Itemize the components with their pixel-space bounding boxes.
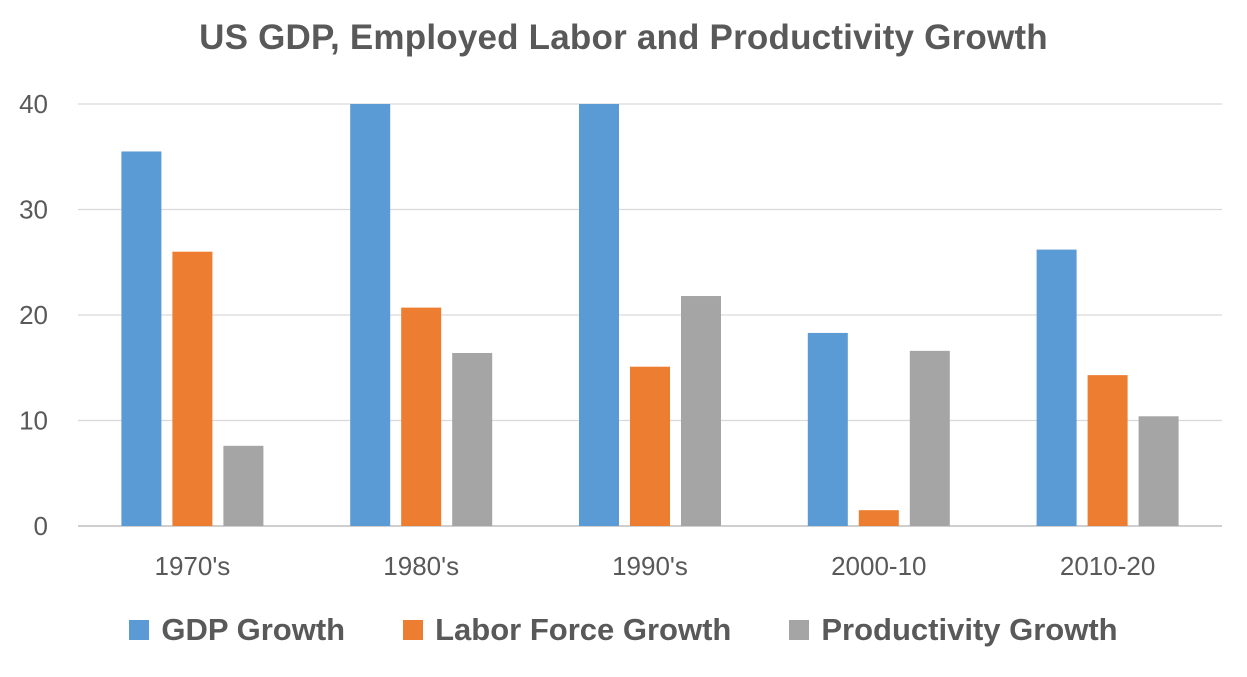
x-tick-label: 1970's	[154, 551, 230, 581]
x-tick-label: 1990's	[612, 551, 688, 581]
legend-label: Labor Force Growth	[435, 612, 732, 647]
bar	[172, 251, 213, 526]
legend-item: Productivity Growth	[789, 612, 1118, 648]
legend-swatch	[129, 620, 150, 640]
legend-item: Labor Force Growth	[403, 612, 731, 648]
bar	[1036, 249, 1077, 526]
x-tick-label: 1980's	[383, 551, 459, 581]
y-tick-label: 40	[19, 89, 48, 119]
x-tick-label: 2010-20	[1060, 551, 1155, 581]
bar	[1087, 375, 1128, 526]
bar	[858, 510, 899, 526]
bar	[909, 350, 950, 526]
legend-swatch	[403, 620, 424, 640]
bar	[121, 151, 162, 526]
legend-label: GDP Growth	[161, 612, 346, 647]
y-tick-label: 20	[19, 300, 48, 330]
bar	[350, 104, 391, 526]
bar	[452, 352, 493, 526]
y-tick-label: 0	[34, 511, 48, 541]
y-tick-label: 10	[19, 406, 48, 436]
bar	[1138, 416, 1179, 526]
bar	[401, 307, 442, 526]
plot-area: 0 10 20 30 40 1970's 1980's 1990's 2000-10 2010-2…	[19, 89, 1222, 581]
bar	[223, 445, 264, 526]
bar	[681, 296, 721, 526]
bar	[630, 366, 670, 526]
bar	[807, 332, 848, 526]
x-tick-label: 2000-10	[831, 551, 926, 581]
bar	[579, 104, 619, 526]
legend: GDP Growth Labor Force Growth Productivity…	[0, 612, 1247, 648]
chart-title: US GDP, Employed Labor and Productivity …	[199, 18, 1048, 57]
y-tick-label: 30	[19, 195, 48, 225]
legend-label: Productivity Growth	[821, 612, 1118, 647]
legend-item: GDP Growth	[129, 612, 345, 648]
legend-swatch	[789, 620, 810, 640]
